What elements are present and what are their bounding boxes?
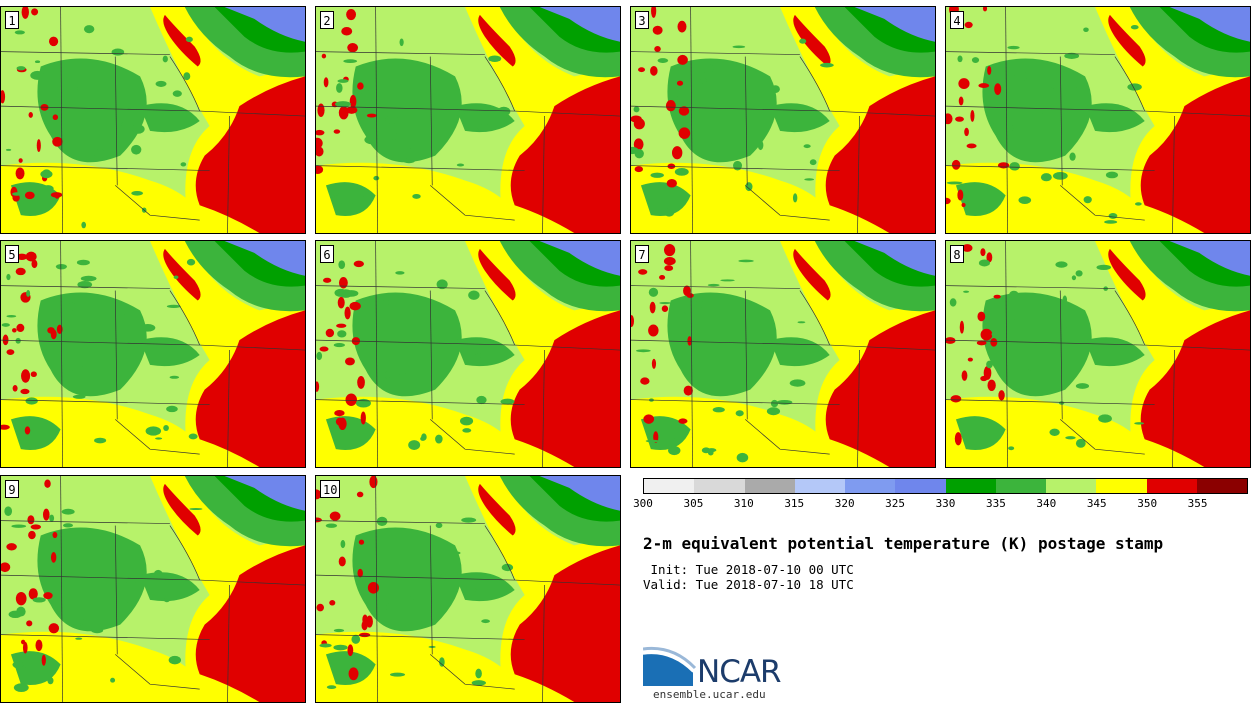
colorbar-segment — [1196, 479, 1247, 493]
member-number-label: 5 — [5, 245, 19, 263]
theta-e-map — [316, 241, 620, 467]
plot-title: 2-m equivalent potential temperature (K)… — [643, 534, 1164, 553]
colorbar-tick-label: 305 — [683, 497, 704, 510]
init-time: Init: Tue 2018-07-10 00 UTC — [643, 562, 854, 577]
member-panel-7: 7 — [630, 240, 936, 468]
colorbar-tick-label: 315 — [784, 497, 805, 510]
colorbar-tick-label: 320 — [834, 497, 855, 510]
member-panel-4: 4 — [945, 6, 1251, 234]
colorbar-segment — [1046, 479, 1097, 493]
theta-e-map — [631, 241, 935, 467]
theta-e-map — [946, 7, 1250, 233]
member-panel-5: 5 — [0, 240, 306, 468]
colorbar-segment — [644, 479, 695, 493]
colorbar-tick-label: 350 — [1137, 497, 1158, 510]
colorbar-segment — [744, 479, 795, 493]
colorbar-tick-label: 325 — [885, 497, 906, 510]
colorbar-segment — [694, 479, 745, 493]
member-panel-9: 9 — [0, 475, 306, 703]
ncar-logo-text: NCAR — [697, 654, 782, 690]
valid-time: Valid: Tue 2018-07-10 18 UTC — [643, 577, 854, 592]
colorbar-segment — [895, 479, 946, 493]
colorbar-tick-label: 355 — [1187, 497, 1208, 510]
colorbar-segment — [794, 479, 845, 493]
member-panel-1: 1 — [0, 6, 306, 234]
colorbar-tick-label: 340 — [1036, 497, 1057, 510]
colorbar-tick-label: 300 — [633, 497, 653, 510]
member-number-label: 3 — [635, 11, 649, 29]
member-number-label: 8 — [950, 245, 964, 263]
colorbar-ticks: 300 305 310 315 320 325 330 335 340 345 350 355 — [633, 497, 1253, 513]
theta-e-map — [1, 476, 305, 702]
colorbar-segment — [945, 479, 996, 493]
colorbar-segment — [1096, 479, 1147, 493]
ensemble-url: ensemble.ucar.edu — [653, 688, 766, 701]
colorbar-tick-label: 335 — [985, 497, 1006, 510]
member-panel-10: 10 — [315, 475, 621, 703]
theta-e-map — [316, 7, 620, 233]
theta-e-map — [631, 7, 935, 233]
ncar-logo-icon — [643, 646, 697, 686]
member-panel-6: 6 — [315, 240, 621, 468]
theta-e-map — [316, 476, 620, 702]
member-number-label: 2 — [320, 11, 334, 29]
member-panel-8: 8 — [945, 240, 1251, 468]
member-number-label: 9 — [5, 480, 19, 498]
member-number-label: 7 — [635, 245, 649, 263]
theta-e-map — [1, 241, 305, 467]
theta-e-map — [1, 7, 305, 233]
colorbar-segment — [845, 479, 896, 493]
member-panel-3: 3 — [630, 6, 936, 234]
colorbar-tick-label: 310 — [733, 497, 754, 510]
member-number-label: 4 — [950, 11, 964, 29]
colorbar-segment — [1146, 479, 1197, 493]
member-number-label: 10 — [320, 480, 341, 498]
member-number-label: 1 — [5, 11, 19, 29]
colorbar-segment — [995, 479, 1046, 493]
colorbar-tick-label: 330 — [935, 497, 956, 510]
theta-e-map — [946, 241, 1250, 467]
member-number-label: 6 — [320, 245, 334, 263]
colorbar — [643, 478, 1248, 494]
member-panel-2: 2 — [315, 6, 621, 234]
colorbar-tick-label: 345 — [1086, 497, 1107, 510]
